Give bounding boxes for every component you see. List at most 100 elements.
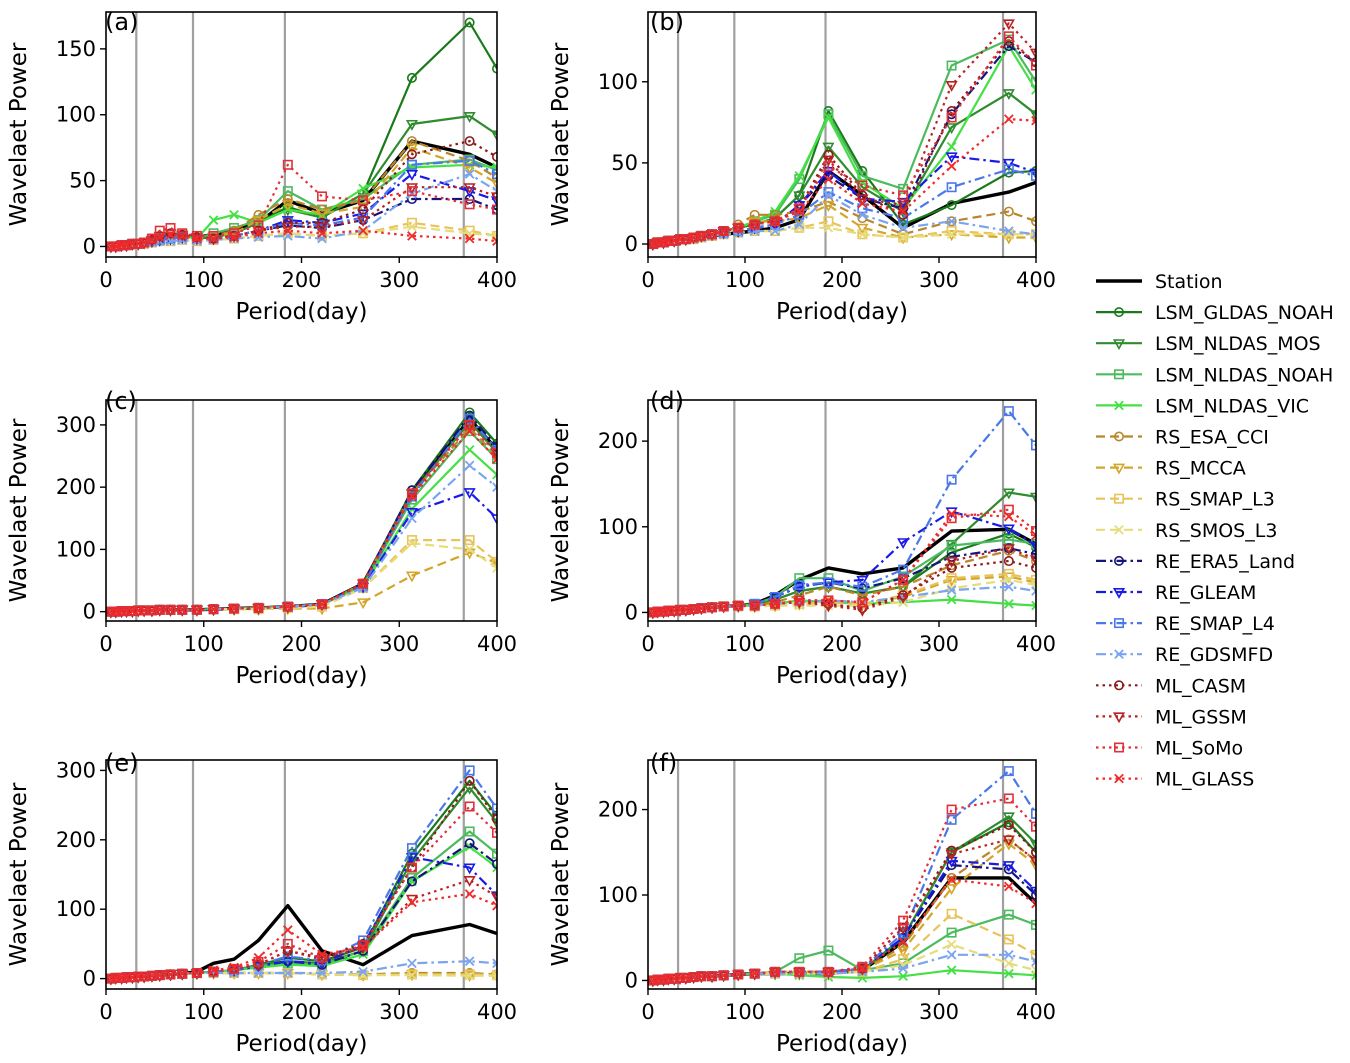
series-line [652,168,1036,246]
data-point [357,943,370,955]
data-point [358,195,369,206]
data-point [823,967,834,977]
data-point [898,971,908,982]
x-axis-label: Period(day) [236,663,368,689]
data-point [165,223,176,234]
data-point [463,187,476,198]
data-point [407,221,417,232]
panels: 0 100 200 300 400 0 50 100 150 Period(day) Wavelae… [6,8,1056,1057]
data-point [688,232,699,243]
series-line [652,876,1036,983]
series-ML_SoMo [648,793,1036,986]
panel-e: 0 100 200 300 400 0 100 200 300 Period(day) Wavela… [6,749,517,1057]
y-tick-label: 100 [56,103,96,127]
series-line [110,159,497,248]
series-ML_GLASS [648,114,1036,249]
axes-frame [105,399,498,622]
legend-item-RS_SMOS_L3: RS_SMOS_L3 [1096,520,1277,542]
data-point [405,119,419,131]
series-line [652,878,1036,982]
data-point [154,225,165,236]
data-point [770,209,781,220]
x-axis-label: Period(day) [776,299,908,325]
data-point [281,957,294,969]
x-axis-label: Period(day) [776,1031,908,1057]
data-point [281,602,294,614]
data-point [1029,839,1036,851]
data-point [1003,793,1014,804]
data-point [1031,556,1036,567]
data-point [490,818,497,830]
data-point [177,231,188,241]
data-point [733,600,744,611]
series-line [652,508,1036,614]
data-point [406,72,417,83]
data-point [1031,574,1036,585]
data-point [192,604,202,615]
data-point [822,155,835,167]
legend-label: ML_SoMo [1155,738,1243,760]
data-point [407,897,417,908]
series-line [652,410,1036,614]
data-point [707,971,718,982]
data-point [357,598,370,610]
data-point [492,454,497,464]
data-point [282,225,293,236]
data-point [1004,949,1014,960]
data-point [490,514,497,526]
x-tick-label: 300 [379,632,419,656]
data-point [898,564,909,575]
data-point [857,581,868,592]
series-line [110,464,497,613]
data-point [857,180,868,191]
data-point [464,225,475,236]
data-point [705,230,719,242]
y-tick-label: 0 [625,968,638,992]
data-point [464,775,475,786]
data-point [770,216,780,227]
data-point [1002,524,1015,536]
y-axis-label: Wavelaet Power [548,418,574,602]
data-point [253,603,264,613]
data-point [490,448,497,460]
legend-label: LSM_NLDAS_MOS [1155,333,1321,355]
data-point [1029,541,1036,553]
data-point [154,232,165,243]
legend-label: LSM_NLDAS_NOAH [1155,364,1333,386]
data-point [176,230,189,242]
data-point [492,862,497,873]
data-point [1003,556,1014,567]
series-line [110,411,497,613]
data-point [898,575,908,585]
data-point [793,582,806,594]
y-axis-label: Wavelaet Power [6,418,32,602]
data-point [492,469,497,480]
data-point [946,814,957,825]
data-point [1002,812,1015,824]
data-point [1003,819,1014,830]
legend-label: LSM_GLDAS_NOAH [1155,302,1334,324]
data-point [856,194,869,206]
data-point [770,216,781,227]
data-point [749,209,760,220]
x-axis-label: Period(day) [776,663,908,689]
data-point [822,967,835,979]
data-point [823,216,834,227]
data-point [898,574,909,585]
data-point [945,849,958,861]
x-tick-label: 300 [919,1000,959,1024]
series-RE_SMAP_L4 [106,765,497,984]
x-tick-label: 100 [725,268,765,292]
data-point [281,216,294,227]
data-point [717,227,730,238]
data-point [463,488,476,499]
series-RS_ESA_CCI [648,834,1036,986]
data-point [1029,168,1036,180]
data-point [945,152,958,164]
data-point [857,209,868,220]
data-point [1031,562,1036,573]
data-point [856,575,869,587]
data-point [1031,216,1036,227]
data-point [898,937,908,947]
panel-label: (d) [650,387,684,415]
